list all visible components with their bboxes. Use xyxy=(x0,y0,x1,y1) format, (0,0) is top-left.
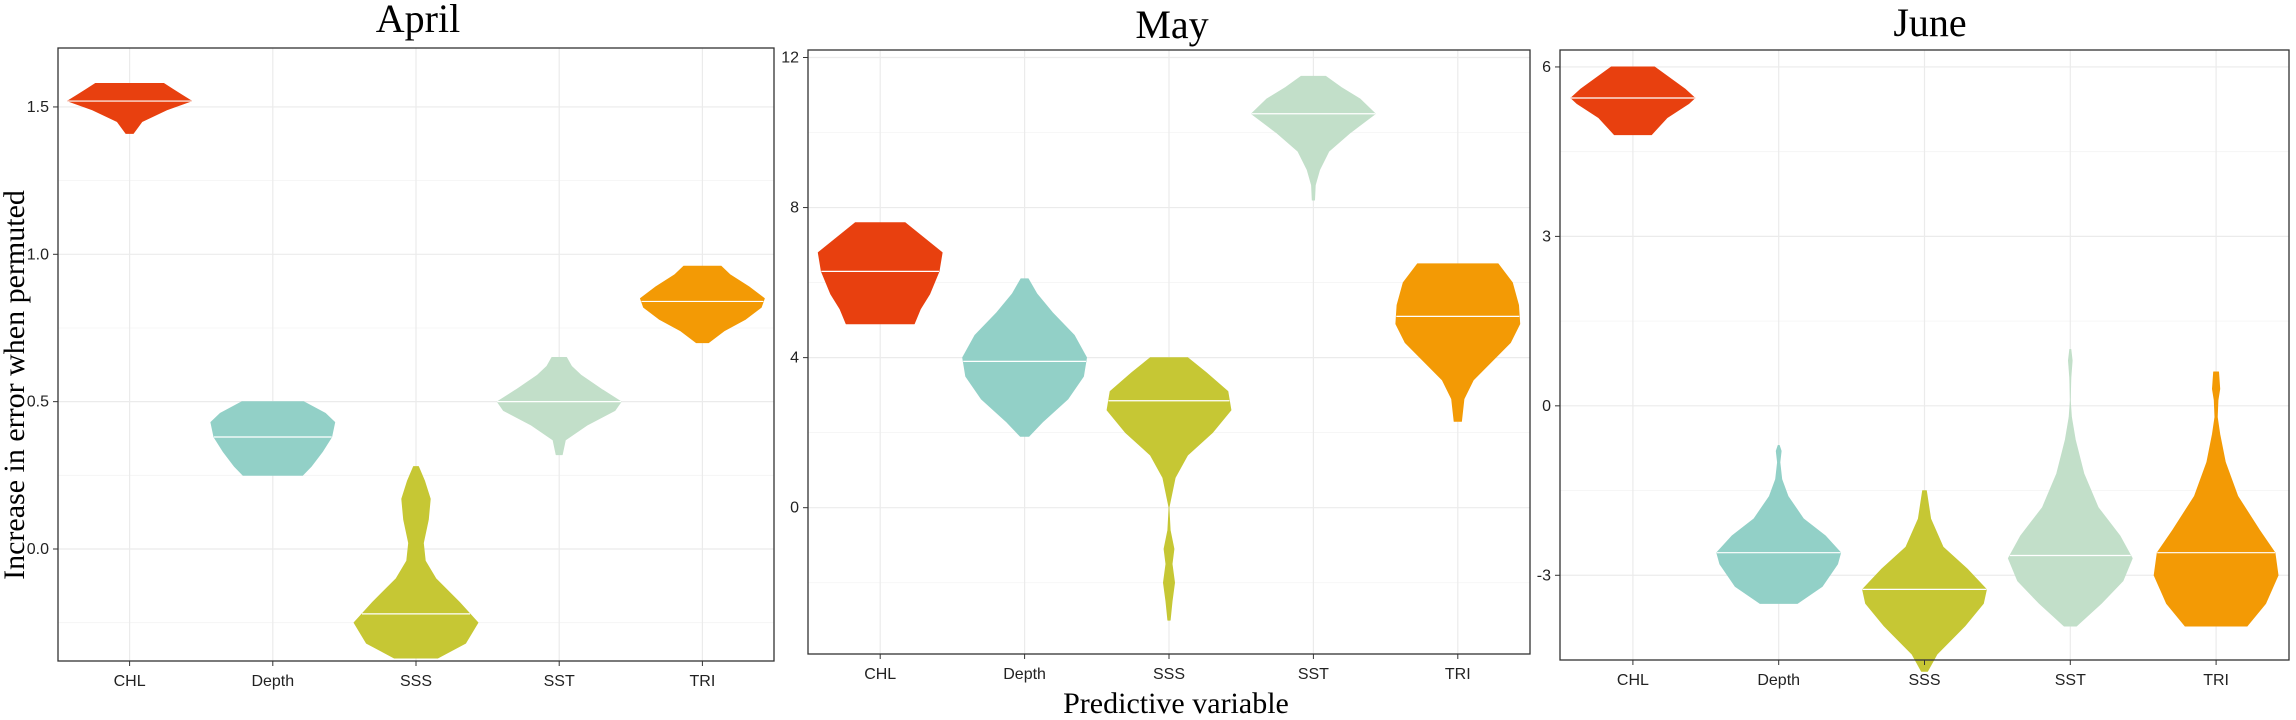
panels: 0.0 0.5 1.0 1.5 CHL Depth SSS SST TRI April 0 4 8 12 C… xyxy=(27,0,2290,690)
x-tick-label: TRI xyxy=(2203,672,2229,689)
violin-tri xyxy=(1395,263,1521,422)
x-tick-label: CHL xyxy=(114,673,146,690)
x-tick-label: TRI xyxy=(1445,666,1471,683)
panel-june: -3 0 3 6 CHL Depth SSS SST TRI June xyxy=(1537,0,2290,689)
y-tick-label: 8 xyxy=(790,200,799,217)
y-tick-label: 0.5 xyxy=(27,394,49,411)
x-tick-label: Depth xyxy=(1003,666,1046,683)
panel-title: May xyxy=(1135,2,1208,47)
y-tick-label: 4 xyxy=(790,350,799,367)
panel-title: June xyxy=(1893,0,1966,45)
x-tick-label: SSS xyxy=(1153,666,1185,683)
violin-depth xyxy=(962,278,1087,437)
violin-sst xyxy=(496,357,622,456)
panel-april: 0.0 0.5 1.0 1.5 CHL Depth SSS SST TRI April xyxy=(27,0,775,690)
violin-depth xyxy=(1716,445,1842,604)
violin-sst xyxy=(1251,75,1376,201)
violin-depth xyxy=(210,401,336,476)
y-tick-label: 0.0 xyxy=(27,541,49,558)
y-tick-label: 0 xyxy=(1542,398,1551,415)
x-tick-label: TRI xyxy=(690,673,716,690)
panel-may: 0 4 8 12 CHL Depth SSS SST TRI May xyxy=(781,2,1531,683)
violin-sst xyxy=(2007,349,2133,627)
x-axis-title: Predictive variable xyxy=(1063,687,1289,720)
violin-tri xyxy=(2153,371,2279,627)
x-tick-label: SSS xyxy=(1908,672,1940,689)
y-tick-label: 3 xyxy=(1542,228,1551,245)
x-tick-label: Depth xyxy=(1757,672,1800,689)
y-tick-label: 0 xyxy=(790,500,799,517)
x-tick-label: CHL xyxy=(864,666,896,683)
x-tick-label: SST xyxy=(544,673,575,690)
y-tick-label: -3 xyxy=(1537,567,1551,584)
y-tick-label: 1.0 xyxy=(27,246,49,263)
panel-title: April xyxy=(376,0,460,41)
x-tick-label: SST xyxy=(1298,666,1329,683)
x-tick-label: SSS xyxy=(400,673,432,690)
violin-tri xyxy=(640,265,765,344)
y-axis-title: Increase in error when permuted xyxy=(0,190,31,580)
violin-sss xyxy=(353,466,479,659)
violin-sss xyxy=(1106,357,1232,621)
x-tick-label: SST xyxy=(2055,672,2086,689)
violin-chl xyxy=(817,222,943,325)
x-tick-label: Depth xyxy=(251,673,294,690)
y-tick-label: 12 xyxy=(781,50,799,67)
violin-chl xyxy=(1570,66,1696,136)
x-tick-label: CHL xyxy=(1617,672,1649,689)
violin-sss xyxy=(1862,490,1987,672)
y-tick-label: 1.5 xyxy=(27,99,49,116)
violin-chl xyxy=(67,83,192,134)
y-tick-label: 6 xyxy=(1542,59,1551,76)
